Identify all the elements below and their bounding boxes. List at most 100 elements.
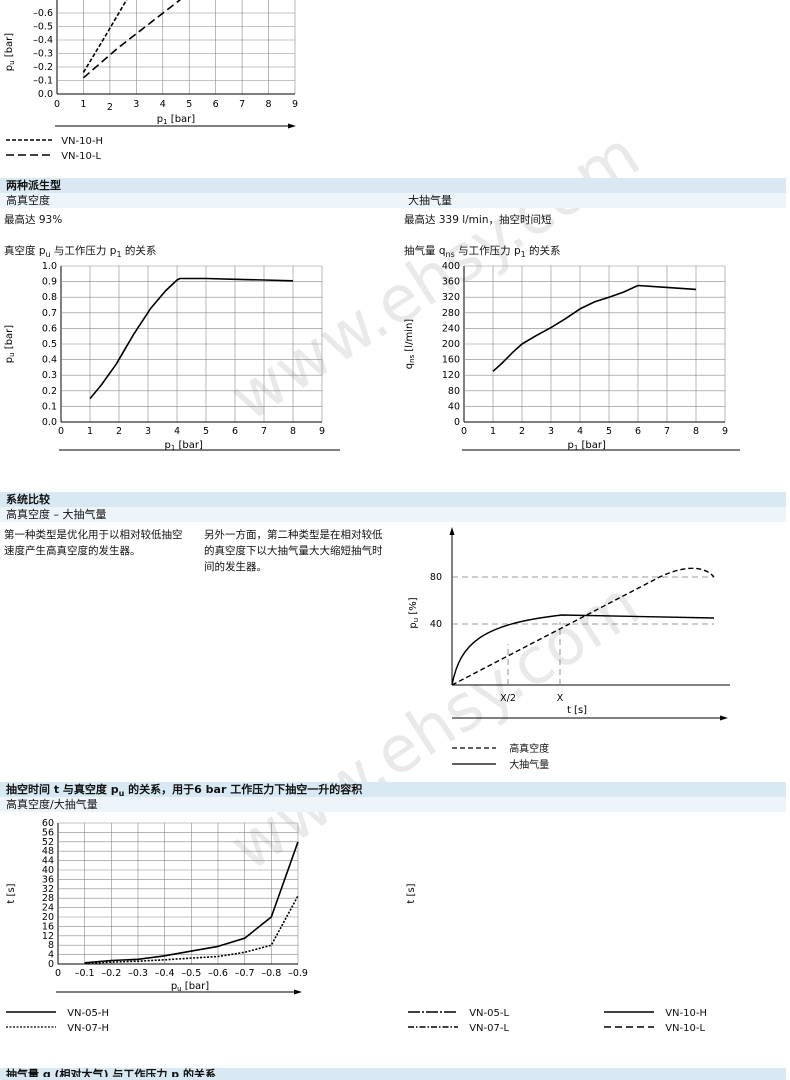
x-tick-label: 2 — [519, 426, 525, 437]
y-axis-label: pu [%] — [408, 597, 420, 628]
y-tick-label: –0.2 — [33, 62, 53, 73]
y-tick-label: 40 — [430, 619, 442, 630]
y-tick-label: 0.9 — [42, 277, 57, 288]
evac-time-chart-l: 0–0.1–0.2–0.3–0.4–0.5–0.6–0.7–0.8–0.901.… — [406, 883, 417, 903]
y-axis-label: t [s] — [406, 883, 417, 903]
legend-vn10h-b: VN-10-H — [604, 1007, 707, 1022]
x-tick-label: 9 — [722, 426, 728, 437]
x-tick-label: 5 — [203, 426, 209, 437]
y-tick-label: 20 — [42, 912, 54, 923]
x-tick-label: 7 — [239, 99, 245, 110]
y-tick-label: 1.0 — [42, 261, 57, 272]
y-tick-label: –0.1 — [33, 76, 53, 87]
legend-solid-line — [604, 1011, 654, 1013]
x-tick-label: 4 — [577, 426, 583, 437]
x-tick-label: X — [557, 693, 564, 704]
subsection-title: 高真空度/大抽气量 — [6, 798, 98, 811]
left-desc: 最高达 93% — [4, 214, 63, 226]
legend-solid-line — [6, 1011, 56, 1013]
x-tick-label: 3 — [133, 99, 139, 110]
legend-dotted-line — [6, 1026, 56, 1028]
x-axis-label: p1 [bar] — [157, 114, 195, 126]
top-chart: 0 1 2 3 4 5 6 7 8 9 0.0 –0.1 –0.2 –0.3 –0.4 –0.5 –0.6 pu … — [4, 0, 298, 129]
y-tick-label: 120 — [442, 370, 460, 381]
x-tick-label: 7 — [261, 426, 267, 437]
y-tick-label: 80 — [448, 386, 460, 397]
legend-dashed-line — [452, 747, 496, 749]
y-tick-label: 0.8 — [42, 292, 57, 303]
y-tick-label: 400 — [442, 261, 460, 272]
x-tick-label: 1 — [87, 426, 93, 437]
vacuum-vs-pressure-chart: 0 1 2 3 4 5 6 7 8 9 0.0 0.1 0.2 0.3 0.4 0.5 0.6 0.7 0.8 0.9… — [4, 261, 340, 452]
x-tick-label: –0.6 — [208, 968, 228, 979]
y-tick-label: –0.6 — [33, 8, 53, 19]
series-line — [89, 277, 294, 400]
y-tick-label: –0.4 — [33, 35, 53, 46]
x-tick-label: –0.3 — [128, 968, 148, 979]
subsection-band — [0, 797, 786, 812]
chart2-title: 抽气量 qns 与工作压力 p1 的关系 — [404, 245, 561, 260]
y-tick-label: 8 — [48, 940, 54, 951]
x-axis-label: p1 [bar] — [164, 440, 202, 452]
subsection-band — [0, 507, 786, 522]
legend-solid-line — [452, 763, 496, 765]
x-tick-label: 6 — [635, 426, 641, 437]
legend-label: 高真空度 — [509, 744, 550, 755]
x-tick-label: 4 — [174, 426, 180, 437]
series-vn-05-h — [84, 841, 299, 964]
y-tick-label: 44 — [42, 856, 54, 867]
legend-vn10l: VN-10-L — [6, 150, 101, 165]
y-tick-label: 0.6 — [42, 323, 57, 334]
x-tick-label: X/2 — [500, 693, 516, 704]
y-tick-label: 160 — [442, 355, 460, 366]
legend-label: VN-10-L — [61, 151, 102, 162]
x-tick-label: 4 — [160, 99, 166, 110]
y-arrowhead — [449, 527, 455, 535]
x-tick-label: –0.7 — [235, 968, 255, 979]
y-tick-label: 280 — [442, 308, 460, 319]
x-tick-label: 0 — [461, 426, 467, 437]
legend-vn10h: VN-10-H — [6, 135, 103, 150]
x-tick-label: –0.5 — [181, 968, 201, 979]
y-tick-label: 320 — [442, 292, 460, 303]
y-tick-label: 16 — [42, 921, 54, 932]
x-tick-label: 8 — [693, 426, 699, 437]
y-tick-label: 0.7 — [42, 308, 57, 319]
y-tick-label: 28 — [42, 893, 54, 904]
x-tick-label: 9 — [292, 99, 298, 110]
chart1-title: 真空度 pu 与工作压力 p1 的关系 — [4, 245, 157, 260]
legend-label: VN-07-H — [67, 1023, 109, 1034]
x-tick-label: 0 — [55, 968, 61, 979]
y-tick-label: 12 — [42, 931, 54, 942]
x-tick-label: –0.8 — [261, 968, 281, 979]
subsection-left: 高真空度 — [6, 194, 50, 207]
comparison-text-2: 另外一方面，第二种类型是在相对较低的真空度下以大抽气量大大缩短抽气时间的发生器。 — [204, 529, 383, 573]
x-arrowhead — [294, 989, 302, 995]
legend-dashed-line — [6, 154, 54, 156]
subsection-band — [0, 193, 786, 208]
legend-vn10l-b: VN-10-L — [604, 1022, 705, 1037]
legend-vn07h: VN-07-H — [6, 1022, 109, 1037]
legend-label: VN-10-H — [61, 136, 103, 147]
y-tick-label: 40 — [448, 401, 460, 412]
section-title: 两种派生型 — [6, 179, 61, 192]
section-band — [0, 178, 786, 193]
x-tick-label: 1 — [80, 99, 86, 110]
x-tick-label: –0.2 — [101, 968, 121, 979]
x-arrowhead — [288, 123, 296, 129]
x-axis-label: pu [bar] — [171, 981, 209, 993]
flow-vs-pressure-chart: 0 1 2 3 4 5 6 7 8 9 0 40 80 120 160 200 240 280 320 360 400 q… — [404, 261, 740, 452]
x-tick-label: 1 — [490, 426, 496, 437]
section-title: 系统比较 — [6, 493, 50, 506]
y-tick-label: 4 — [48, 950, 54, 961]
y-tick-label: 0.2 — [42, 386, 57, 397]
section-title-cut: 抽气量 q (相对大气) 与工作压力 p 的关系 — [6, 1068, 216, 1077]
x-tick-label: 0 — [54, 99, 60, 110]
x-tick-label: 6 — [232, 426, 238, 437]
legend-label: VN-05-H — [67, 1008, 109, 1019]
series-vn-10-l — [82, 0, 182, 79]
y-tick-label: 0.3 — [42, 370, 57, 381]
y-axis-label: qns [l/min] — [404, 319, 416, 370]
series-high-flow — [451, 614, 715, 686]
section-band — [0, 782, 786, 797]
